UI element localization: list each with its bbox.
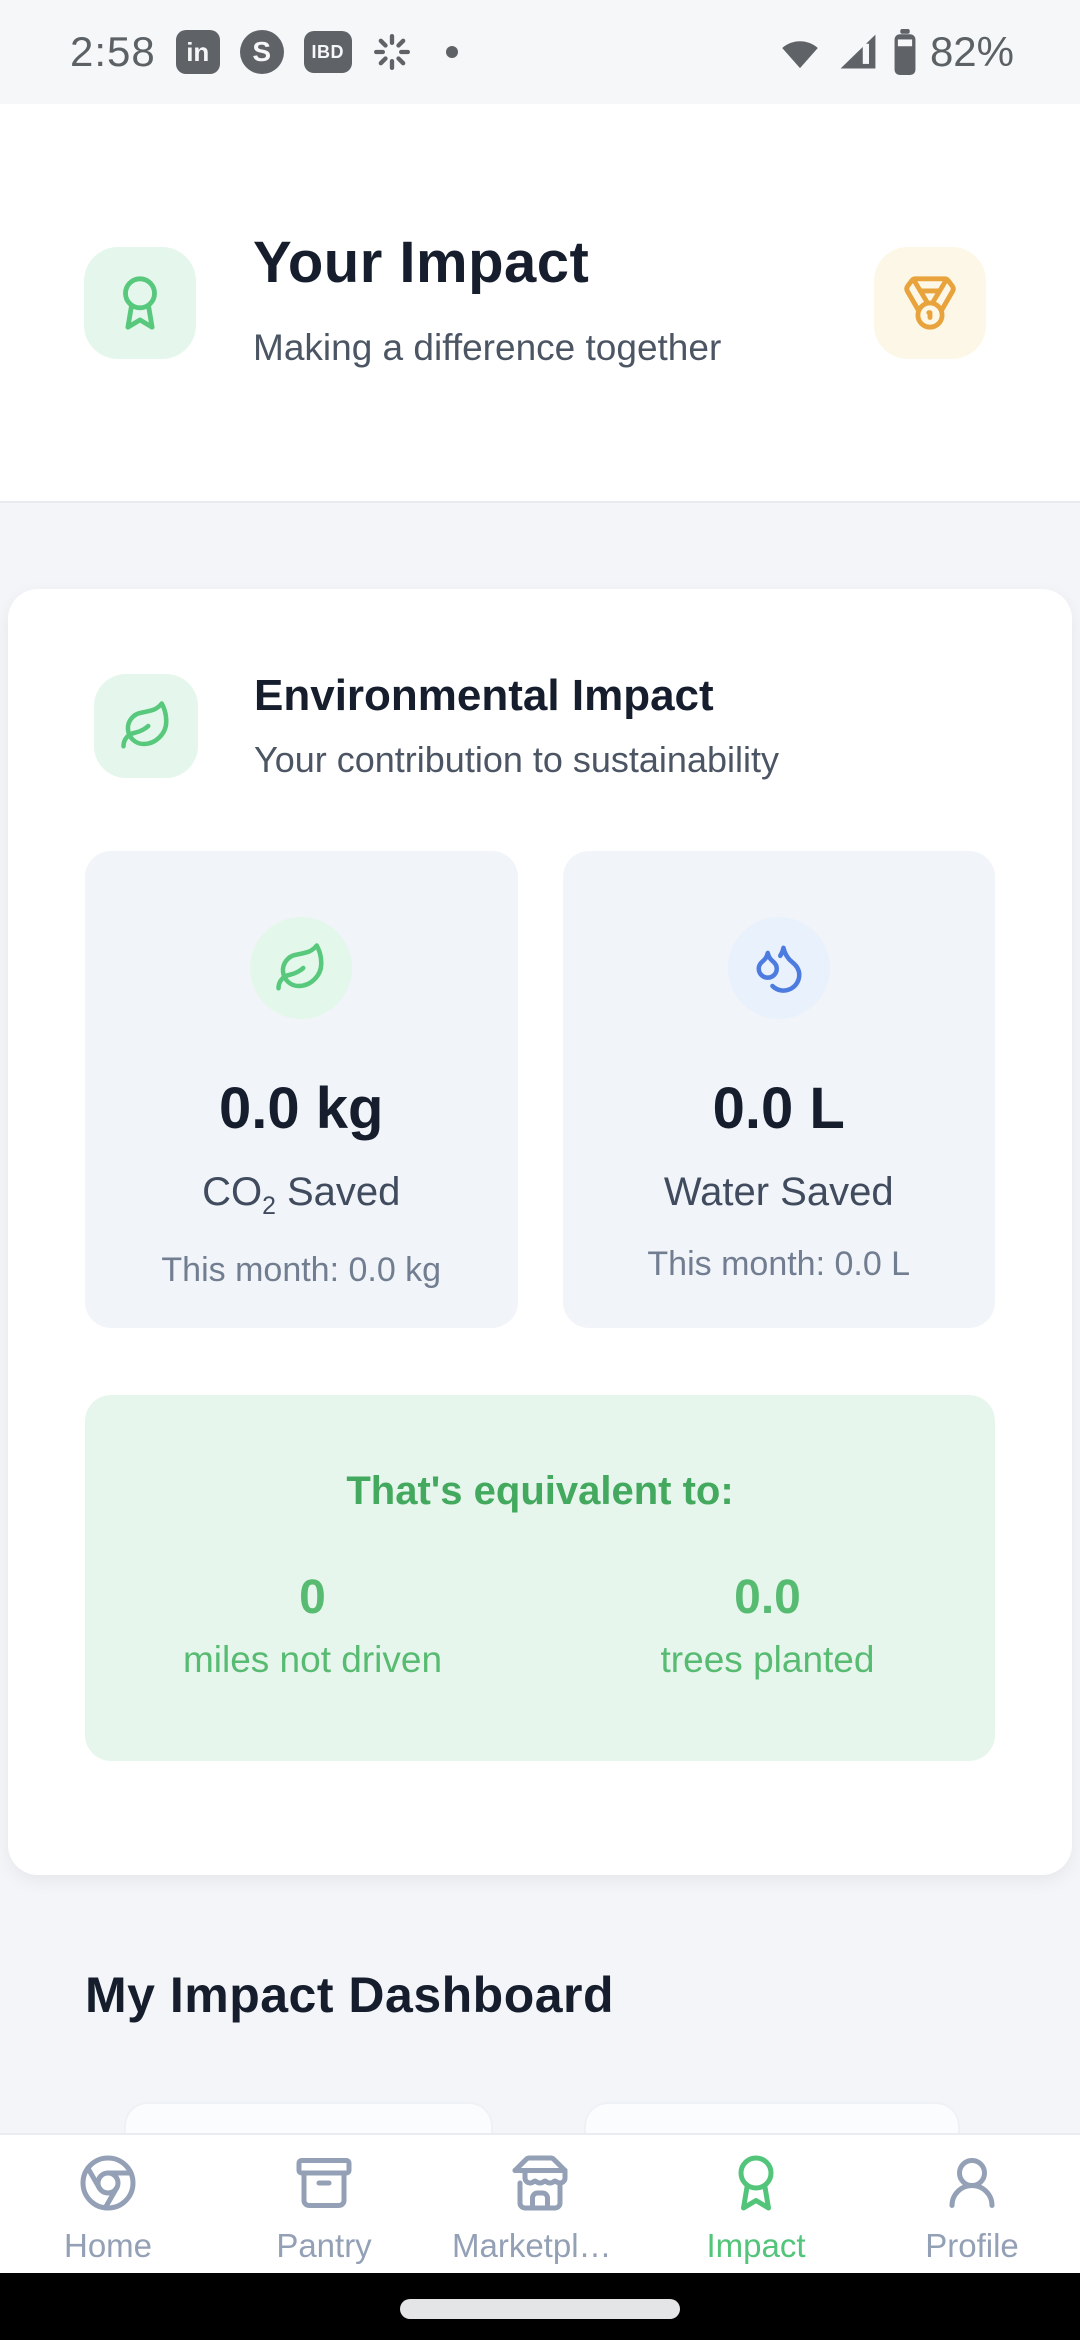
nav-item-profile[interactable]: Profile: [864, 2135, 1080, 2273]
sync-spinner-icon: [373, 34, 410, 71]
ibd-notification-icon: IBD: [303, 31, 352, 73]
water-stat-card: 0.0 L Water Saved This month: 0.0 L: [562, 851, 995, 1328]
header-text: Your Impact Making a difference together: [253, 229, 874, 376]
battery-icon: [894, 29, 916, 75]
stats-row: 0.0 kg CO2 Saved This month: 0.0 kg 0.0 …: [85, 851, 995, 1328]
card-subtitle: Your contribution to sustainability: [254, 739, 779, 780]
leaf-badge: [94, 674, 198, 778]
clock: 2:58: [70, 28, 156, 75]
card-header: Environmental Impact Your contribution t…: [8, 589, 1072, 781]
nav-item-home[interactable]: Home: [0, 2135, 216, 2273]
water-icon-circle: [727, 917, 830, 1019]
water-saved-value: 0.0 L: [712, 1076, 845, 1141]
nav-item-impact[interactable]: Impact: [648, 2135, 864, 2273]
archive-box-icon: [296, 2158, 352, 2208]
nav-label-profile: Profile: [925, 2227, 1019, 2264]
nav-label-marketplace: Marketplace: [452, 2227, 628, 2264]
card-header-text: Environmental Impact Your contribution t…: [254, 671, 779, 781]
equivalent-title: That's equivalent to:: [346, 1469, 734, 1513]
droplets-icon: [756, 945, 802, 993]
card-title: Environmental Impact: [254, 671, 714, 720]
trees-label: trees planted: [660, 1639, 875, 1680]
leaf-icon: [121, 701, 169, 749]
trees-value: 0.0: [734, 1571, 801, 1624]
leaf-icon: [276, 943, 324, 991]
page-subtitle: Making a difference together: [253, 327, 722, 369]
nav-item-pantry[interactable]: Pantry: [216, 2135, 432, 2273]
store-icon: [512, 2155, 568, 2211]
miles-label: miles not driven: [182, 1639, 443, 1680]
s-app-notification-icon: S: [239, 30, 284, 74]
co2-icon-circle: [250, 917, 353, 1019]
cellular-signal-icon: [840, 34, 876, 69]
award-ribbon-icon: [123, 275, 157, 330]
water-saved-label: Water Saved: [663, 1170, 894, 1214]
page-header: Your Impact Making a difference together: [0, 104, 1080, 503]
miles-equivalent: 0 miles not driven: [85, 1570, 540, 1681]
award-ribbon-icon: [738, 2155, 774, 2211]
nav-label-pantry: Pantry: [276, 2227, 372, 2264]
bottom-nav: Home Pantry Marketplace: [0, 2133, 1080, 2273]
medal-icon: [904, 275, 956, 330]
gesture-bar: [0, 2273, 1080, 2340]
battery-percent: 82%: [929, 28, 1014, 75]
medal-badge[interactable]: [874, 246, 986, 359]
nav-label-home: Home: [63, 2227, 153, 2264]
dashboard-title: My Impact Dashboard: [85, 1967, 615, 2023]
equivalent-row: 0 miles not driven 0.0 trees planted: [85, 1570, 995, 1681]
status-bar-left: 2:58 in S IBD: [70, 28, 458, 76]
nav-label-impact: Impact: [706, 2227, 806, 2264]
page-title: Your Impact: [253, 230, 590, 296]
trees-equivalent: 0.0 trees planted: [540, 1570, 995, 1681]
award-badge: [84, 246, 196, 359]
notification-dot-icon: [445, 46, 458, 58]
nav-item-marketplace[interactable]: Marketplace: [432, 2135, 648, 2273]
co2-saved-label: CO2 Saved: [202, 1170, 401, 1220]
miles-value: 0: [299, 1571, 326, 1624]
wifi-icon: [782, 41, 818, 69]
co2-month-detail: This month: 0.0 kg: [161, 1251, 442, 1289]
status-bar: 2:58 in S IBD: [0, 0, 1080, 104]
user-icon: [949, 2158, 995, 2208]
co2-stat-card: 0.0 kg CO2 Saved This month: 0.0 kg: [85, 851, 518, 1328]
linkedin-notification-icon: in: [175, 30, 220, 74]
equivalent-box: That's equivalent to: 0 miles not driven…: [85, 1395, 995, 1761]
status-bar-right: 82%: [776, 28, 1014, 76]
environmental-impact-card: Environmental Impact Your contribution t…: [8, 589, 1072, 1875]
water-month-detail: This month: 0.0 L: [647, 1245, 911, 1283]
home-indicator[interactable]: [400, 2299, 680, 2319]
co2-saved-value: 0.0 kg: [219, 1076, 384, 1141]
chrome-icon: [80, 2155, 136, 2211]
